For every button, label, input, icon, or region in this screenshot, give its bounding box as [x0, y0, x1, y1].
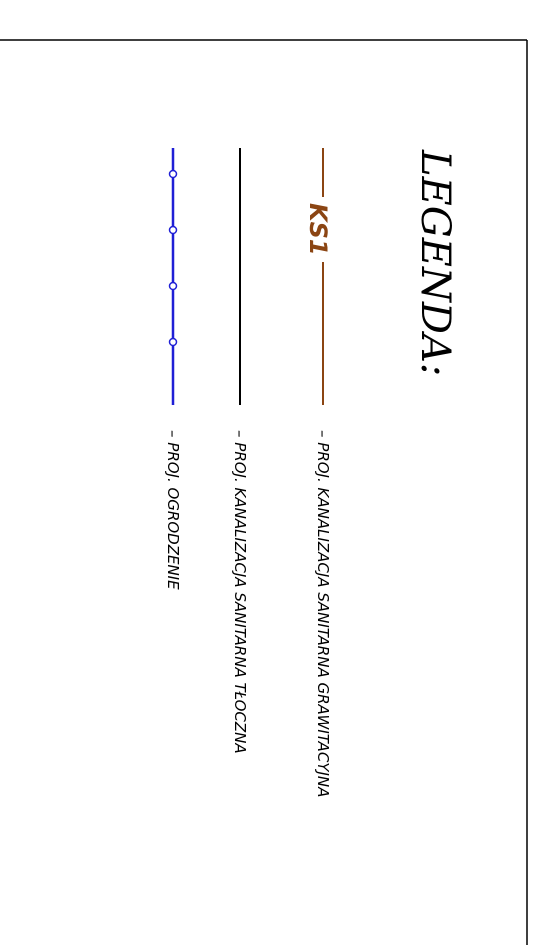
fence-post-icon	[168, 281, 178, 291]
fence-post-icon	[168, 337, 178, 347]
fence-description: – PROJ. OGRODZENIE	[164, 430, 182, 590]
gravity-sewer-description: – PROJ. KANALIZACJA SANITARNA GRAWITACYJ…	[314, 430, 332, 797]
legend-item-pressure-sewer: – PROJ. KANALIZACJA SANITARNA TŁOCZNA	[231, 148, 249, 754]
legend-title: LEGENDA:	[412, 149, 458, 376]
legend-item-fence: – PROJ. OGRODZENIE	[164, 148, 182, 590]
fence-post-icon	[168, 225, 178, 235]
pressure-sewer-description: – PROJ. KANALIZACJA SANITARNA TŁOCZNA	[231, 430, 249, 754]
legend-item-gravity-sewer: KS1 – PROJ. KANALIZACJA SANITARNA GRAWIT…	[304, 148, 332, 797]
gravity-sewer-line-label: KS1	[304, 203, 332, 256]
fence-post-icon	[168, 169, 178, 179]
